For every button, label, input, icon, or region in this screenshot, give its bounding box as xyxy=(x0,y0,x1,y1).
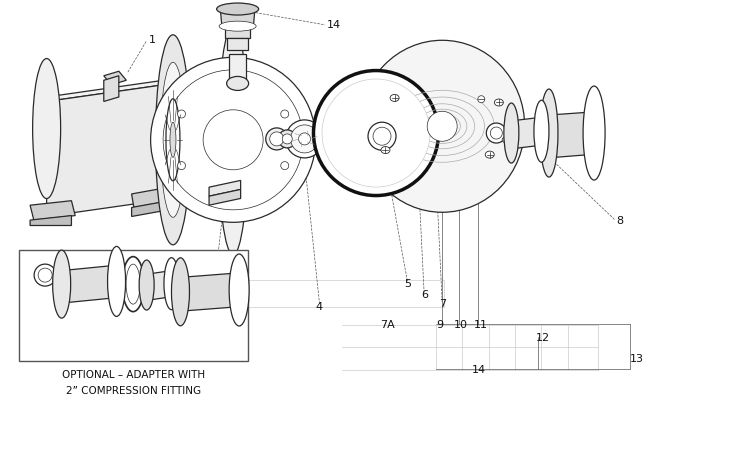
Text: 19: 19 xyxy=(30,341,44,351)
Ellipse shape xyxy=(540,89,558,177)
Text: 1: 1 xyxy=(149,35,156,45)
Text: 7A: 7A xyxy=(381,320,396,330)
Text: 10: 10 xyxy=(454,320,468,330)
Ellipse shape xyxy=(490,127,502,139)
Ellipse shape xyxy=(314,70,438,196)
Ellipse shape xyxy=(139,260,154,310)
Text: 3: 3 xyxy=(224,295,231,305)
Bar xyxy=(19,250,248,361)
Text: OPTIONAL – ADAPTER WITH: OPTIONAL – ADAPTER WITH xyxy=(62,370,205,380)
Ellipse shape xyxy=(177,161,186,170)
Ellipse shape xyxy=(226,76,249,91)
Polygon shape xyxy=(549,112,594,158)
Polygon shape xyxy=(511,117,541,149)
Text: 16: 16 xyxy=(122,295,135,305)
Ellipse shape xyxy=(280,161,289,170)
Ellipse shape xyxy=(53,250,71,318)
Ellipse shape xyxy=(270,132,284,146)
Ellipse shape xyxy=(108,246,126,317)
Ellipse shape xyxy=(218,25,248,255)
Ellipse shape xyxy=(156,35,190,245)
Ellipse shape xyxy=(390,94,399,101)
Ellipse shape xyxy=(219,21,256,31)
Ellipse shape xyxy=(286,120,323,158)
Polygon shape xyxy=(47,79,173,101)
Ellipse shape xyxy=(485,151,494,158)
Ellipse shape xyxy=(38,268,52,282)
Text: 18: 18 xyxy=(212,342,226,352)
Ellipse shape xyxy=(502,137,510,143)
Ellipse shape xyxy=(282,134,293,144)
Polygon shape xyxy=(220,9,255,26)
Ellipse shape xyxy=(487,123,506,143)
Ellipse shape xyxy=(32,59,61,198)
Ellipse shape xyxy=(164,258,179,310)
Ellipse shape xyxy=(583,86,605,180)
Ellipse shape xyxy=(322,79,430,187)
Ellipse shape xyxy=(160,62,186,217)
Ellipse shape xyxy=(126,264,140,304)
Text: 8: 8 xyxy=(617,216,623,226)
Ellipse shape xyxy=(534,100,549,162)
Ellipse shape xyxy=(34,264,56,286)
Ellipse shape xyxy=(171,258,190,326)
Ellipse shape xyxy=(280,110,289,118)
Ellipse shape xyxy=(150,57,316,222)
Text: 11: 11 xyxy=(29,261,42,271)
Polygon shape xyxy=(30,216,71,226)
Polygon shape xyxy=(227,38,248,50)
Text: 14: 14 xyxy=(327,20,341,30)
Ellipse shape xyxy=(290,125,319,153)
Ellipse shape xyxy=(299,133,311,145)
Polygon shape xyxy=(173,101,233,178)
Ellipse shape xyxy=(359,40,525,212)
Polygon shape xyxy=(104,76,119,101)
Ellipse shape xyxy=(368,122,396,150)
Ellipse shape xyxy=(163,70,303,210)
Text: 13: 13 xyxy=(629,354,644,364)
Ellipse shape xyxy=(478,96,485,103)
Text: 15: 15 xyxy=(77,275,90,285)
Ellipse shape xyxy=(265,128,288,150)
Polygon shape xyxy=(225,25,250,38)
Ellipse shape xyxy=(166,99,180,181)
Ellipse shape xyxy=(122,257,144,312)
Text: 11: 11 xyxy=(474,320,488,330)
Text: 9: 9 xyxy=(436,320,443,330)
Polygon shape xyxy=(104,71,126,85)
Text: 4: 4 xyxy=(316,302,323,312)
Text: 5: 5 xyxy=(405,279,411,289)
Text: 6: 6 xyxy=(421,290,428,300)
Ellipse shape xyxy=(373,127,391,145)
Polygon shape xyxy=(209,180,241,196)
Polygon shape xyxy=(132,187,171,207)
Polygon shape xyxy=(209,189,241,205)
Ellipse shape xyxy=(504,103,519,163)
Ellipse shape xyxy=(427,111,457,141)
Polygon shape xyxy=(229,54,246,83)
Polygon shape xyxy=(147,271,171,300)
Text: 17: 17 xyxy=(159,321,173,331)
Text: 2: 2 xyxy=(212,263,219,273)
Ellipse shape xyxy=(278,130,296,148)
Text: 7: 7 xyxy=(439,299,446,309)
Text: 2” COMPRESSION FITTING: 2” COMPRESSION FITTING xyxy=(66,386,201,396)
Ellipse shape xyxy=(170,122,176,157)
Ellipse shape xyxy=(217,3,259,15)
Text: 12: 12 xyxy=(535,333,550,343)
Text: 14: 14 xyxy=(472,365,486,375)
Ellipse shape xyxy=(203,110,263,170)
Ellipse shape xyxy=(229,254,249,326)
Polygon shape xyxy=(173,127,209,152)
Polygon shape xyxy=(47,83,173,216)
Polygon shape xyxy=(62,265,117,303)
Ellipse shape xyxy=(494,99,503,106)
Ellipse shape xyxy=(177,110,186,118)
Polygon shape xyxy=(180,273,239,311)
Polygon shape xyxy=(30,201,75,220)
Polygon shape xyxy=(132,201,169,216)
Ellipse shape xyxy=(381,147,390,153)
